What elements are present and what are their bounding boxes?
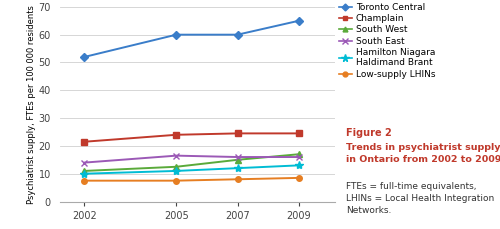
Text: FTEs = full-time equivalents,
LHINs = Local Health Integration
Networks.: FTEs = full-time equivalents, LHINs = Lo… [346, 182, 494, 215]
Y-axis label: Psychiatrist supply, FTEs per 100 000 residents: Psychiatrist supply, FTEs per 100 000 re… [27, 5, 36, 204]
Legend: Toronto Central, Champlain, South West, South East, Hamilton Niagara
Haldimand B: Toronto Central, Champlain, South West, … [338, 3, 436, 79]
Text: Trends in psychiatrist supply
in Ontario from 2002 to 2009.: Trends in psychiatrist supply in Ontario… [346, 143, 500, 164]
Text: Figure 2: Figure 2 [346, 128, 392, 138]
